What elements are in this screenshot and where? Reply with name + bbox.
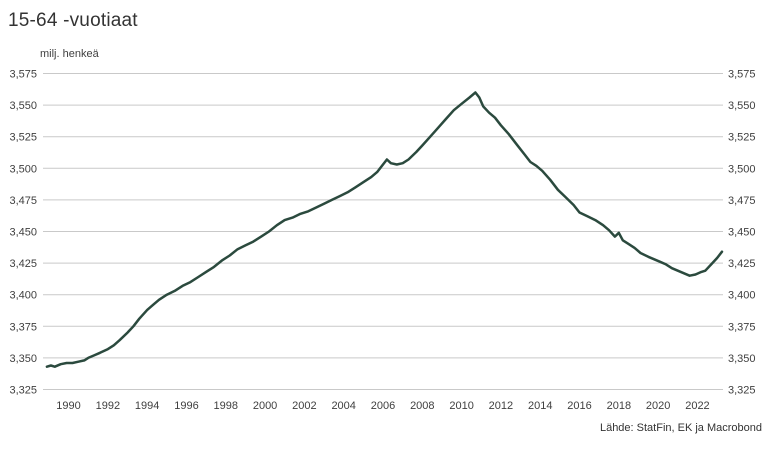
x-tick-label: 2012: [489, 400, 513, 412]
y-tick-label-left: 3,475: [9, 195, 37, 207]
x-tick-label: 2004: [331, 400, 355, 412]
x-tick-label: 1994: [135, 400, 159, 412]
y-tick-label-left: 3,575: [9, 69, 37, 81]
x-tick-label: 2000: [253, 400, 277, 412]
x-tick-label: 1992: [96, 400, 120, 412]
y-tick-label-left: 3,500: [9, 163, 37, 175]
x-tick-label: 2010: [449, 400, 473, 412]
source-note: Lähde: StatFin, EK ja Macrobond: [599, 422, 762, 434]
y-tick-label-right: 3,450: [728, 227, 756, 239]
x-tick-label: 1996: [174, 400, 198, 412]
x-tick-label: 2008: [410, 400, 434, 412]
x-tick-label: 2016: [567, 400, 591, 412]
x-tick-label: 2018: [607, 400, 631, 412]
y-tick-label-right: 3,400: [728, 290, 756, 302]
y-tick-label-left: 3,450: [9, 227, 37, 239]
x-tick-label: 1998: [214, 400, 238, 412]
y-tick-label-right: 3,425: [728, 258, 756, 270]
y-tick-label-right: 3,525: [728, 132, 756, 144]
x-tick-label: 2020: [646, 400, 670, 412]
y-tick-label-left: 3,425: [9, 258, 37, 270]
x-tick-label: 2002: [292, 400, 316, 412]
y-tick-label-right: 3,550: [728, 100, 756, 112]
y-tick-label-left: 3,525: [9, 132, 37, 144]
y-tick-label-right: 3,475: [728, 195, 756, 207]
y-tick-label-right: 3,500: [728, 163, 756, 175]
y-tick-label-right: 3,375: [728, 321, 756, 333]
y-axis-title: milj. henkeä: [40, 48, 99, 60]
y-tick-label-right: 3,575: [728, 69, 756, 81]
chart-title: 15-64 -vuotiaat: [8, 10, 138, 31]
x-tick-label: 2006: [371, 400, 395, 412]
y-tick-label-right: 3,325: [728, 385, 756, 397]
x-tick-label: 2014: [528, 400, 552, 412]
y-tick-label-left: 3,350: [9, 353, 37, 365]
y-tick-label-left: 3,400: [9, 290, 37, 302]
y-tick-label-left: 3,325: [9, 385, 37, 397]
population-line: [45, 91, 724, 368]
y-tick-label-left: 3,375: [9, 321, 37, 333]
x-tick-label: 2022: [685, 400, 709, 412]
x-tick-label: 1990: [56, 400, 80, 412]
y-tick-label-right: 3,350: [728, 353, 756, 365]
y-tick-label-left: 3,550: [9, 100, 37, 112]
